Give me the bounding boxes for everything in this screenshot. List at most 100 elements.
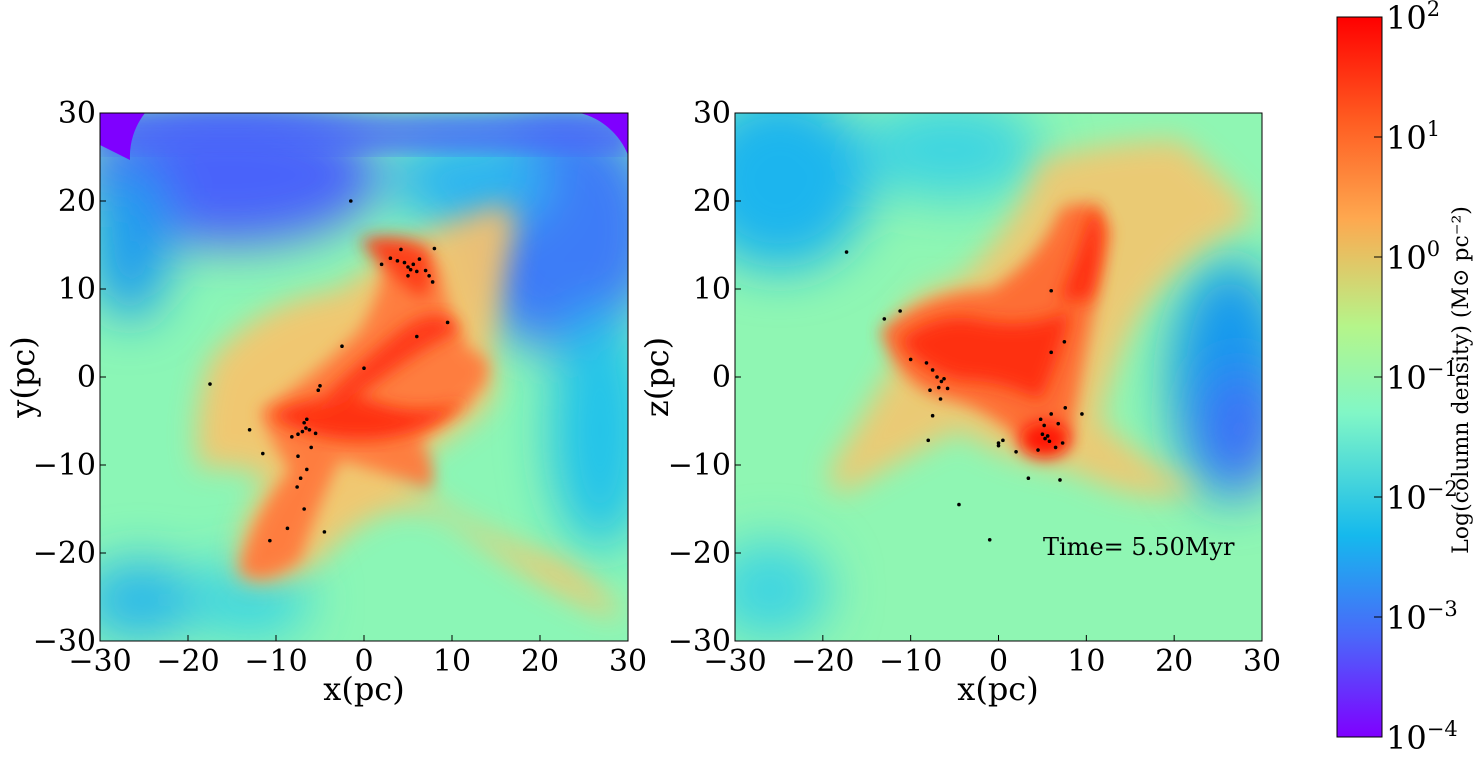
right-x-tick-label: 10 (1067, 644, 1105, 679)
left-star-1 (379, 262, 384, 267)
right-star-18 (1001, 438, 1005, 443)
left-y-tick-label: −10 (33, 448, 96, 483)
right-x-tick-label: 30 (1243, 644, 1281, 679)
left-star-31 (247, 428, 252, 432)
right-y-tick-label: 20 (693, 184, 731, 219)
right-star-21 (1026, 476, 1031, 481)
right-star-16 (987, 538, 992, 542)
left-star-33 (296, 454, 300, 459)
left-star-17 (415, 334, 419, 339)
left-x-tick-label: 10 (433, 644, 471, 679)
left-star-25 (304, 426, 308, 430)
left-star-13 (430, 280, 435, 284)
left-star-22 (316, 388, 321, 393)
right-star-25 (1045, 434, 1050, 438)
left-x-axis-ticks: −30 −20 −10 0 10 20 30 (68, 635, 647, 679)
left-star-2 (388, 256, 393, 261)
left-star-26 (300, 429, 305, 434)
left-y-tick-label: 30 (58, 96, 96, 131)
right-star-32 (1058, 478, 1062, 482)
left-star-20 (208, 382, 212, 386)
left-y-tick-label: −30 (33, 624, 96, 659)
right-star-36 (1049, 350, 1053, 355)
right-star-11 (928, 388, 932, 393)
right-star-5 (930, 368, 935, 372)
right-y-tick-label: −10 (668, 448, 731, 483)
left-star-11 (423, 268, 428, 273)
left-y-tick-label: 10 (58, 272, 96, 307)
right-star-markers (844, 250, 1084, 542)
left-star-markers (208, 199, 450, 543)
left-star-16 (445, 320, 450, 325)
right-star-34 (1063, 406, 1068, 410)
left-star-40 (268, 538, 272, 543)
left-star-35 (298, 476, 303, 481)
left-star-28 (296, 432, 300, 437)
right-y-axis-ticks: −30 −20 −10 0 10 20 30 (668, 96, 741, 659)
right-star-35 (1080, 412, 1084, 416)
right-x-tick-label: 20 (1155, 644, 1193, 679)
left-y-axis-label: y(pc) (4, 336, 42, 418)
left-star-24 (302, 420, 306, 425)
right-y-tick-label: 10 (693, 272, 731, 307)
right-y-tick-label: −20 (668, 536, 731, 571)
left-star-29 (290, 435, 294, 439)
right-x-axis-ticks: −30 −20 −10 0 10 20 30 (703, 635, 1281, 679)
right-star-6 (935, 375, 939, 379)
left-star-14 (432, 246, 437, 251)
right-star-9 (936, 385, 941, 390)
left-x-tick-label: 20 (521, 644, 559, 679)
left-star-0 (349, 199, 353, 203)
colorbar-label: Log(column density) (M⊙ pc⁻²) (1449, 206, 1474, 554)
left-star-23 (305, 417, 309, 422)
left-star-30 (313, 431, 318, 436)
colorbar-tick-label: 10−2 (1386, 477, 1458, 517)
right-star-17 (996, 441, 1001, 445)
right-star-37 (1062, 340, 1067, 344)
right-star-27 (1042, 423, 1046, 428)
left-star-9 (415, 269, 419, 274)
left-star-4 (399, 247, 403, 252)
right-star-14 (926, 438, 931, 443)
colorbar-tick-label: 10−1 (1386, 357, 1458, 397)
right-star-12 (938, 397, 943, 401)
colorbar-tick-label: 10−4 (1386, 717, 1458, 757)
left-x-tick-label: 0 (354, 644, 373, 679)
right-star-8 (942, 376, 946, 381)
left-x-tick-label: −30 (68, 644, 131, 679)
right-star-23 (1040, 432, 1045, 437)
left-star-6 (406, 265, 410, 269)
right-x-tick-label: −10 (879, 644, 942, 679)
right-star-4 (924, 361, 929, 365)
colorbar-ticks: 10−4 10−3 10−2 10−1 100 101 102 (1374, 0, 1458, 757)
left-star-7 (408, 267, 413, 272)
colorbar-tick-label: 102 (1386, 0, 1440, 37)
right-star-19 (996, 443, 1001, 448)
right-star-7 (939, 379, 944, 384)
left-y-tick-label: 0 (77, 360, 96, 395)
left-x-tick-label: −10 (244, 644, 307, 679)
colorbar: 10−4 10−3 10−2 10−1 100 101 102 Log(column den… (1336, 0, 1474, 757)
right-y-tick-label: −30 (668, 624, 731, 659)
right-x-axis-label: x(pc) (957, 670, 1038, 708)
right-star-20 (1014, 450, 1018, 454)
right-star-31 (1060, 441, 1065, 445)
left-star-10 (417, 257, 422, 261)
left-density-map (100, 113, 628, 641)
left-star-36 (295, 485, 299, 489)
colorbar-tick-label: 101 (1386, 117, 1440, 157)
right-star-1 (882, 317, 887, 321)
right-star-38 (1049, 288, 1053, 293)
left-star-8 (411, 262, 416, 267)
left-star-39 (285, 526, 290, 531)
left-star-12 (427, 274, 431, 278)
left-star-18 (340, 344, 344, 349)
right-star-13 (930, 413, 935, 418)
left-y-tick-label: 20 (58, 184, 96, 219)
left-star-19 (362, 366, 366, 371)
left-star-37 (302, 507, 306, 511)
right-star-3 (908, 357, 913, 362)
